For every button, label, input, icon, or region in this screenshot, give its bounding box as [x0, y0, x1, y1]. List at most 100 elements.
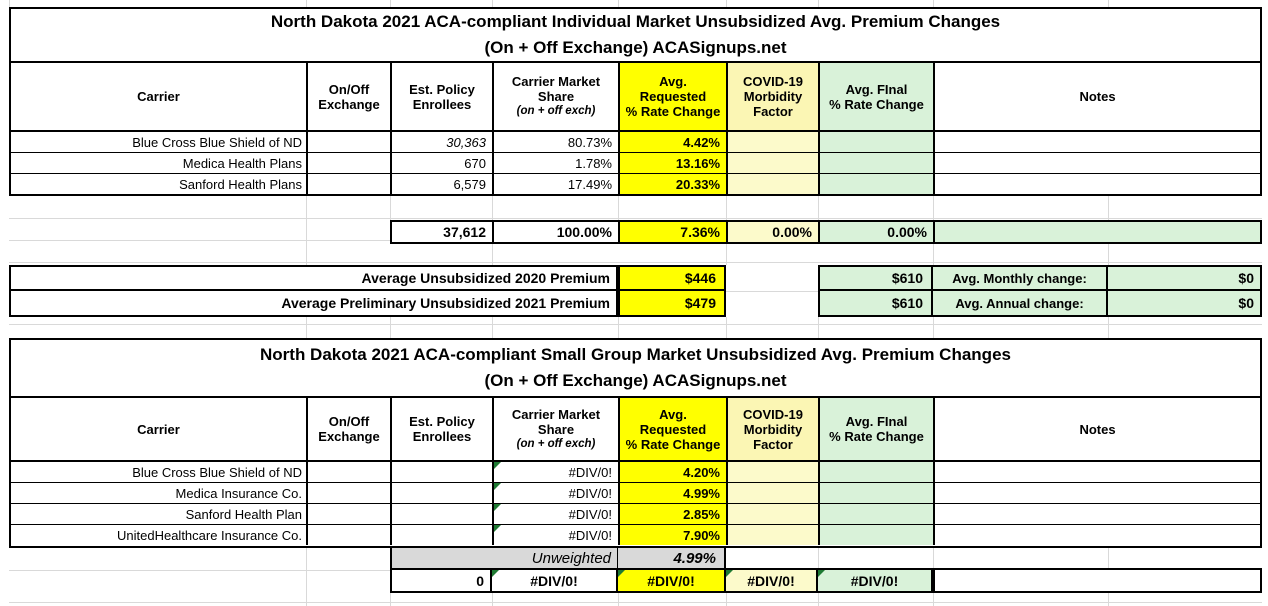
table2-header-exchange[interactable]: On/Off Exchange [308, 398, 392, 460]
requested-rate-cell[interactable]: 4.20% [620, 462, 728, 482]
notes-cell[interactable] [935, 525, 1260, 545]
total-final-cell[interactable]: 0.00% [820, 222, 935, 242]
requested-rate-cell[interactable]: 4.99% [620, 483, 728, 503]
requested-rate-cell[interactable]: 20.33% [620, 174, 728, 194]
unweighted-value-cell[interactable]: 4.99% [618, 548, 726, 568]
monthly-change-value[interactable]: $0 [1108, 267, 1260, 289]
enrollees-cell[interactable]: 6,579 [392, 174, 494, 194]
annual-change-label[interactable]: Avg. Annual change: [933, 291, 1108, 315]
enrollees-cell[interactable]: 30,363 [392, 132, 494, 152]
final-rate-cell[interactable] [820, 153, 935, 173]
requested-rate-cell[interactable]: 7.90% [620, 525, 728, 545]
carrier-cell[interactable]: UnitedHealthcare Insurance Co. [11, 525, 308, 545]
table2-header-carrier[interactable]: Carrier [11, 398, 308, 460]
enrollees-cell[interactable] [392, 504, 494, 524]
carrier-cell[interactable]: Medica Insurance Co. [11, 483, 308, 503]
final-premium-2021[interactable]: $610 [820, 291, 933, 315]
table1-title-cell[interactable]: North Dakota 2021 ACA-compliant Individu… [9, 7, 1262, 63]
covid-factor-cell[interactable] [728, 153, 820, 173]
total-share-cell[interactable]: 100.00% [494, 222, 620, 242]
table2-title-cell[interactable]: North Dakota 2021 ACA-compliant Small Gr… [9, 338, 1262, 398]
premium-2020-label[interactable]: Average Unsubsidized 2020 Premium [11, 267, 616, 291]
table1-header-final[interactable]: Avg. FInal % Rate Change [820, 63, 935, 130]
premium-2020-value[interactable]: $446 [620, 267, 724, 291]
table2-totals-notes-cell[interactable] [933, 568, 1262, 593]
exchange-cell[interactable] [308, 525, 392, 545]
total-covid-cell[interactable]: #DIV/0! [726, 570, 818, 591]
covid-factor-cell[interactable] [728, 174, 820, 194]
exchange-cell[interactable] [308, 483, 392, 503]
table2-header-requested[interactable]: Avg. Requested % Rate Change [620, 398, 728, 460]
monthly-change-label[interactable]: Avg. Monthly change: [933, 267, 1108, 289]
total-requested-cell[interactable]: #DIV/0! [618, 570, 726, 591]
exchange-cell[interactable] [308, 132, 392, 152]
table2-header-final[interactable]: Avg. FInal % Rate Change [820, 398, 935, 460]
total-enrollees-cell[interactable]: 0 [392, 570, 492, 591]
header-label: On/Off [328, 81, 370, 97]
notes-cell[interactable] [935, 132, 1260, 152]
table1-header-covid[interactable]: COVID-19 Morbidity Factor [728, 63, 820, 130]
covid-factor-cell[interactable] [728, 504, 820, 524]
exchange-cell[interactable] [308, 504, 392, 524]
covid-factor-cell[interactable] [728, 525, 820, 545]
final-premium-2020[interactable]: $610 [820, 267, 933, 289]
table2-header-notes[interactable]: Notes [935, 398, 1260, 460]
requested-rate-cell[interactable]: 2.85% [620, 504, 728, 524]
covid-factor-cell[interactable] [728, 483, 820, 503]
table1-header-notes[interactable]: Notes [935, 63, 1260, 130]
market-share-cell[interactable]: 1.78% [494, 153, 620, 173]
carrier-cell[interactable]: Blue Cross Blue Shield of ND [11, 462, 308, 482]
notes-cell[interactable] [935, 462, 1260, 482]
table2-header-enrollees[interactable]: Est. Policy Enrollees [392, 398, 494, 460]
notes-cell[interactable] [935, 504, 1260, 524]
premium-2021-value[interactable]: $479 [620, 291, 724, 315]
table1-header-market-share[interactable]: Carrier Market Share (on + off exch) [494, 63, 620, 130]
market-share-cell[interactable]: #DIV/0! [494, 525, 620, 545]
market-share-cell[interactable]: #DIV/0! [494, 504, 620, 524]
exchange-cell[interactable] [308, 174, 392, 194]
table1-header-exchange[interactable]: On/Off Exchange [308, 63, 392, 130]
exchange-cell[interactable] [308, 153, 392, 173]
exchange-cell[interactable] [308, 462, 392, 482]
total-share-cell[interactable]: #DIV/0! [492, 570, 618, 591]
enrollees-cell[interactable] [392, 483, 494, 503]
final-rate-cell[interactable] [820, 132, 935, 152]
table1-header-enrollees[interactable]: Est. Policy Enrollees [392, 63, 494, 130]
final-rate-cell[interactable] [820, 462, 935, 482]
covid-factor-cell[interactable] [728, 462, 820, 482]
final-rate-cell[interactable] [820, 174, 935, 194]
notes-cell[interactable] [935, 153, 1260, 173]
requested-rate-cell[interactable]: 13.16% [620, 153, 728, 173]
market-share-cell[interactable]: #DIV/0! [494, 483, 620, 503]
enrollees-cell[interactable]: 670 [392, 153, 494, 173]
total-enrollees-cell[interactable]: 37,612 [392, 222, 494, 242]
requested-rate-cell[interactable]: 4.42% [620, 132, 728, 152]
enrollees-cell[interactable] [392, 525, 494, 545]
carrier-cell[interactable]: Sanford Health Plan [11, 504, 308, 524]
annual-change-value[interactable]: $0 [1108, 291, 1260, 315]
carrier-cell[interactable]: Blue Cross Blue Shield of ND [11, 132, 308, 152]
enrollees-cell[interactable] [392, 462, 494, 482]
total-covid-cell[interactable]: 0.00% [728, 222, 820, 242]
premium-2021-label[interactable]: Average Preliminary Unsubsidized 2021 Pr… [281, 295, 610, 311]
notes-cell[interactable] [935, 483, 1260, 503]
final-rate-cell[interactable] [820, 504, 935, 524]
notes-cell[interactable] [935, 174, 1260, 194]
covid-factor-cell[interactable] [728, 132, 820, 152]
table2-header-market-share[interactable]: Carrier Market Share (on + off exch) [494, 398, 620, 460]
table1-header-carrier[interactable]: Carrier [11, 63, 308, 130]
carrier-cell[interactable]: Medica Health Plans [11, 153, 308, 173]
final-rate-cell[interactable] [820, 525, 935, 545]
total-notes-cell[interactable] [935, 222, 1260, 242]
total-requested-cell[interactable]: 7.36% [620, 222, 728, 242]
table1-header-requested[interactable]: Avg. Requested % Rate Change [620, 63, 728, 130]
market-share-cell[interactable]: 17.49% [494, 174, 620, 194]
market-share-cell[interactable]: #DIV/0! [494, 462, 620, 482]
carrier-cell[interactable]: Sanford Health Plans [11, 174, 308, 194]
total-final-cell[interactable]: #DIV/0! [818, 570, 931, 591]
table-row: Sanford Health Plan #DIV/0! 2.85% [11, 504, 1260, 525]
final-rate-cell[interactable] [820, 483, 935, 503]
table2-header-covid[interactable]: COVID-19 Morbidity Factor [728, 398, 820, 460]
market-share-cell[interactable]: 80.73% [494, 132, 620, 152]
unweighted-label-cell[interactable]: Unweighted [390, 548, 618, 568]
